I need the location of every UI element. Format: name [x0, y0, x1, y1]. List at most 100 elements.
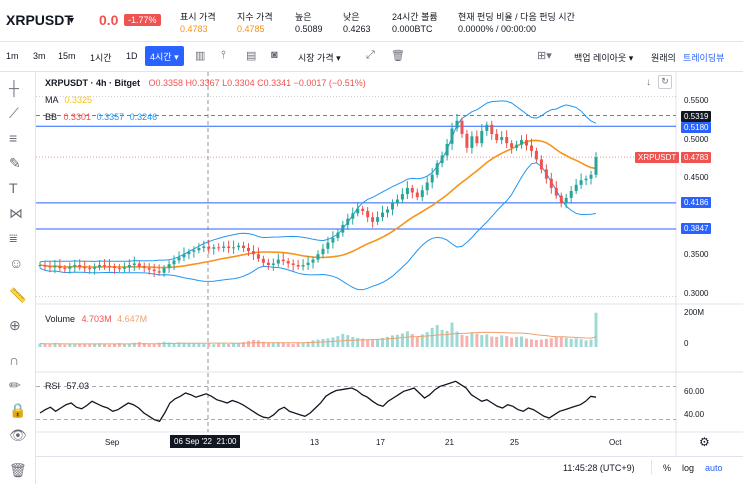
- candle-body: [455, 120, 459, 129]
- crosshair-icon[interactable]: ┼: [9, 80, 19, 96]
- candle-body: [306, 262, 310, 265]
- volume-bar: [137, 342, 141, 347]
- volume-bar: [525, 338, 528, 347]
- price-tick: 0.5000: [684, 135, 709, 144]
- candle-body: [371, 217, 375, 222]
- rsi-label: RSI: [45, 381, 61, 391]
- fib-icon[interactable]: ⩸: [9, 230, 18, 246]
- candle-body: [68, 266, 72, 269]
- indicator-flask-icon[interactable]: ⫯: [221, 49, 226, 61]
- ruler-icon[interactable]: 📏: [9, 287, 27, 303]
- candle-body: [520, 140, 523, 145]
- clock-utc[interactable]: 11:45:28 (UTC+9): [563, 463, 635, 473]
- timeframe-1h[interactable]: 1시간: [90, 53, 112, 63]
- fullscreen-icon[interactable]: ⤢: [366, 49, 375, 61]
- emoji-icon[interactable]: ☺: [9, 255, 24, 271]
- ticker-header: XRPUSDT ▼ 0.0 -1.77% 표시 가격 0.4783 지수 가격 …: [0, 0, 743, 42]
- volume-bar: [73, 344, 77, 347]
- volume-bar: [405, 331, 409, 348]
- candle-body: [58, 265, 62, 269]
- zoom-in-icon[interactable]: ⊕: [9, 317, 21, 333]
- drawing-toolbar: ┼ ⟋ ≡ ✎ T ⋈ ⩸ ☺ 📏 ⊕ ∩ ✏ 🔒 👁 🗑: [0, 72, 36, 484]
- candle-body: [157, 271, 161, 273]
- candle-body: [261, 258, 265, 263]
- pattern-icon[interactable]: ⋈: [9, 205, 23, 221]
- rsi-tick: 60.00: [684, 387, 705, 396]
- market-price-dropdown[interactable]: 시장 가격 ▾: [298, 51, 341, 64]
- volume-bar: [520, 336, 523, 347]
- volume-bar: [400, 333, 404, 347]
- log-toggle[interactable]: log: [682, 463, 695, 473]
- stat-value: 0.000BTC: [392, 24, 433, 34]
- volume-bar: [376, 338, 380, 347]
- bb-value-upper: 0.3357: [96, 112, 125, 122]
- symbol-name[interactable]: XRPUSDT: [6, 12, 73, 28]
- trendline-icon[interactable]: ⟋: [9, 105, 19, 121]
- lock-drawing-icon[interactable]: ✏: [9, 377, 21, 393]
- crosshair-time-label: 06 Sep '22 21:00: [170, 435, 241, 448]
- scroll-to-latest-icon[interactable]: ↓: [646, 77, 651, 88]
- magnet-icon[interactable]: ∩: [9, 352, 20, 368]
- settings-gear-icon[interactable]: ⚙: [699, 435, 710, 449]
- percent-toggle[interactable]: %: [663, 463, 672, 473]
- volume-bar: [420, 334, 424, 347]
- price-tick: 0.3500: [684, 250, 709, 259]
- candle-body: [232, 247, 236, 249]
- volume-bar: [475, 333, 479, 347]
- candle-style-icon[interactable]: ▥: [195, 50, 206, 62]
- brush-icon[interactable]: ✎: [9, 155, 21, 171]
- candle-body: [117, 268, 121, 270]
- trash-icon[interactable]: 🗑: [9, 462, 27, 478]
- chart-area[interactable]: XRPUSDT · 4h · Bitget O0.3358 H0.3367 L0…: [36, 72, 743, 484]
- timeframe-4h-active[interactable]: 4시간 ▾: [145, 46, 184, 66]
- trash-icon[interactable]: 🗑: [391, 50, 405, 62]
- candle-body: [222, 246, 226, 248]
- timeframe-15m[interactable]: 15m: [58, 51, 76, 61]
- candle-body: [172, 260, 176, 265]
- volume-bar: [187, 343, 191, 347]
- text-icon[interactable]: T: [9, 180, 18, 196]
- volume-bar: [311, 340, 315, 347]
- chevron-down-icon: ▾: [628, 53, 634, 63]
- volume-bar: [182, 342, 186, 347]
- volume-bar: [177, 342, 181, 347]
- tab-original[interactable]: 원래의: [651, 53, 676, 63]
- candle-body: [152, 269, 156, 272]
- volume-bar: [559, 336, 563, 347]
- layout-backup-dropdown[interactable]: 백업 레이아웃 ▾: [574, 51, 633, 64]
- volume-bar: [38, 343, 42, 347]
- candle-body: [525, 140, 528, 146]
- chevron-down-icon[interactable]: ▼: [67, 15, 76, 25]
- timeframe-3m[interactable]: 3m: [33, 51, 46, 61]
- volume-bar: [495, 336, 499, 347]
- candle-body: [78, 265, 82, 268]
- candle-body: [202, 246, 206, 248]
- horizontal-lines-icon[interactable]: ≡: [9, 130, 18, 146]
- stat-high: 높은 0.5089: [295, 11, 323, 35]
- dashed-level-badge: 0.5319: [681, 111, 712, 122]
- volume-bar: [53, 343, 57, 347]
- volume-bar: [395, 334, 399, 348]
- timeframe-1m[interactable]: 1m: [6, 51, 19, 61]
- tab-tradingview[interactable]: 트레이딩뷰: [683, 53, 725, 63]
- template-icon[interactable]: ▤: [246, 50, 257, 62]
- chart-canvas[interactable]: [36, 72, 743, 484]
- eye-icon[interactable]: 👁: [9, 427, 27, 443]
- candle-body: [242, 245, 245, 248]
- layout-grid-icon[interactable]: ⊞▾: [537, 50, 552, 62]
- candle-body: [569, 191, 573, 198]
- candle-body: [192, 250, 196, 252]
- volume-bar: [530, 339, 533, 347]
- lock-icon[interactable]: 🔒: [9, 402, 27, 418]
- auto-toggle[interactable]: auto: [705, 463, 723, 473]
- reload-icon[interactable]: ↻: [658, 75, 672, 89]
- candle-body: [187, 251, 191, 255]
- candle-body: [93, 267, 97, 269]
- volume-bar: [410, 334, 414, 347]
- camera-icon[interactable]: ◙: [271, 49, 278, 61]
- candle-body: [361, 208, 365, 211]
- bb-label: BB: [45, 112, 58, 122]
- timeframe-1d[interactable]: 1D: [126, 51, 138, 61]
- candle-body: [435, 163, 439, 175]
- stat-24h-volume: 24시간 볼륨 0.000BTC: [392, 11, 438, 35]
